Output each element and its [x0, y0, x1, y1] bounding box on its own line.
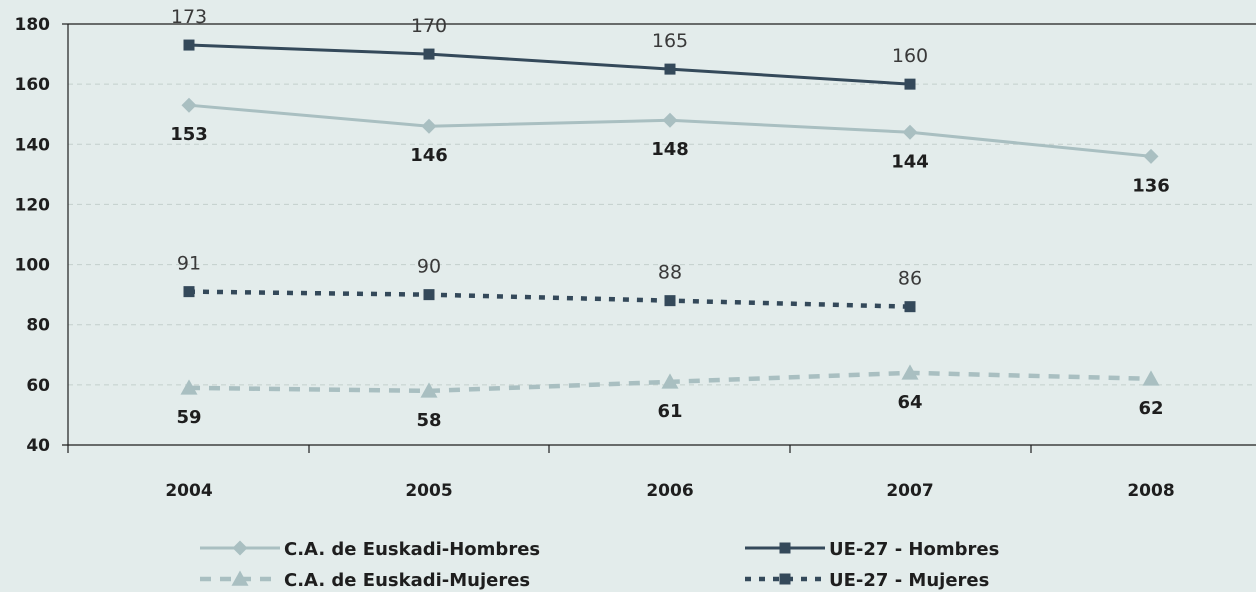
data-point-c-a-de-euskadi-hombres — [181, 97, 197, 113]
data-label-c-a-de-euskadi-mujeres: 58 — [416, 410, 441, 431]
y-tick-label: 180 — [15, 15, 51, 35]
data-point-ue-27-mujeres — [183, 286, 195, 298]
data-label-ue-27-hombres: 173 — [171, 6, 207, 28]
x-tick-label: 2004 — [165, 481, 212, 501]
data-label-c-a-de-euskadi-hombres: 144 — [891, 151, 929, 172]
legend-swatch-marker — [232, 540, 248, 556]
data-point-c-a-de-euskadi-mujeres — [180, 379, 198, 395]
legend-label: UE-27 - Mujeres — [829, 570, 989, 591]
legend-label: C.A. de Euskadi-Hombres — [284, 539, 540, 560]
series-ue-27-hombres — [183, 39, 916, 90]
series-ue-27-mujeres — [183, 286, 916, 313]
data-label-ue-27-hombres: 160 — [892, 45, 928, 67]
data-label-c-a-de-euskadi-mujeres: 64 — [897, 392, 922, 413]
legend-item-c-a-de-euskadi-hombres: C.A. de Euskadi-Hombres — [200, 539, 540, 560]
y-tick-label: 160 — [15, 75, 51, 95]
data-label-c-a-de-euskadi-mujeres: 59 — [176, 407, 201, 428]
legend-label: C.A. de Euskadi-Mujeres — [284, 570, 530, 591]
legend-swatch-marker — [779, 573, 791, 585]
x-tick-label: 2005 — [405, 481, 452, 501]
data-point-ue-27-hombres — [904, 78, 916, 90]
y-tick-label: 80 — [26, 316, 50, 336]
data-point-ue-27-hombres — [423, 48, 435, 60]
y-tick-label: 100 — [15, 256, 51, 276]
data-label-ue-27-mujeres: 88 — [658, 262, 682, 284]
data-label-ue-27-mujeres: 91 — [177, 253, 201, 275]
data-label-ue-27-mujeres: 86 — [898, 268, 922, 290]
legend-item-ue-27-hombres: UE-27 - Hombres — [745, 539, 999, 560]
x-tick-label: 2006 — [646, 481, 693, 501]
x-axis-ticks: 2004 2005 2006 2007 2008 — [165, 481, 1174, 501]
data-point-c-a-de-euskadi-hombres — [421, 118, 437, 134]
y-tick-label: 140 — [15, 135, 51, 155]
data-label-c-a-de-euskadi-hombres: 146 — [410, 145, 448, 166]
data-point-ue-27-mujeres — [664, 295, 676, 307]
data-point-c-a-de-euskadi-hombres — [1143, 148, 1159, 164]
y-tick-label: 40 — [26, 436, 50, 456]
series-layer — [180, 39, 1160, 398]
data-label-ue-27-hombres: 170 — [411, 15, 447, 37]
data-point-ue-27-hombres — [183, 39, 195, 51]
legend: C.A. de Euskadi-Hombres UE-27 - Hombres C.… — [200, 539, 999, 591]
x-tick-label: 2007 — [886, 481, 933, 501]
data-point-c-a-de-euskadi-hombres — [902, 124, 918, 140]
series-line-ue-27-mujeres — [188, 289, 911, 309]
data-label-c-a-de-euskadi-mujeres: 61 — [657, 401, 682, 422]
data-label-ue-27-mujeres: 90 — [417, 256, 441, 278]
y-tick-label: 120 — [15, 195, 51, 215]
data-point-c-a-de-euskadi-hombres — [662, 112, 678, 128]
data-point-ue-27-mujeres — [904, 301, 916, 313]
data-point-c-a-de-euskadi-mujeres — [901, 364, 919, 380]
x-tick-label: 2008 — [1127, 481, 1174, 501]
data-label-c-a-de-euskadi-mujeres: 62 — [1138, 398, 1163, 419]
data-label-ue-27-hombres: 165 — [652, 30, 688, 52]
y-tick-label: 60 — [26, 376, 50, 396]
data-point-c-a-de-euskadi-mujeres — [661, 373, 679, 389]
y-axis-ticks: 40 60 80 100 120 140 160 180 — [15, 15, 51, 456]
series-line-ue-27-hombres — [188, 43, 911, 86]
legend-swatch-marker — [231, 570, 249, 586]
data-point-c-a-de-euskadi-mujeres — [1142, 370, 1160, 386]
data-label-c-a-de-euskadi-hombres: 148 — [651, 139, 689, 160]
axes — [62, 23, 1256, 453]
series-c-a-de-euskadi-mujeres — [180, 364, 1160, 398]
legend-label: UE-27 - Hombres — [829, 539, 999, 560]
legend-item-c-a-de-euskadi-mujeres: C.A. de Euskadi-Mujeres — [200, 570, 530, 591]
data-point-ue-27-mujeres — [423, 289, 435, 301]
series-c-a-de-euskadi-hombres — [181, 97, 1159, 164]
data-point-ue-27-hombres — [664, 63, 676, 75]
data-label-c-a-de-euskadi-hombres: 136 — [1132, 175, 1170, 196]
data-label-c-a-de-euskadi-hombres: 153 — [170, 124, 208, 145]
data-labels: 153 146 148 144 136 173 170 165 160 59 58 61 64 62 91 9… — [170, 6, 1170, 431]
legend-swatch-marker — [779, 542, 791, 554]
data-point-c-a-de-euskadi-mujeres — [420, 382, 438, 398]
legend-item-ue-27-mujeres: UE-27 - Mujeres — [745, 570, 989, 591]
gridlines — [68, 83, 1256, 386]
